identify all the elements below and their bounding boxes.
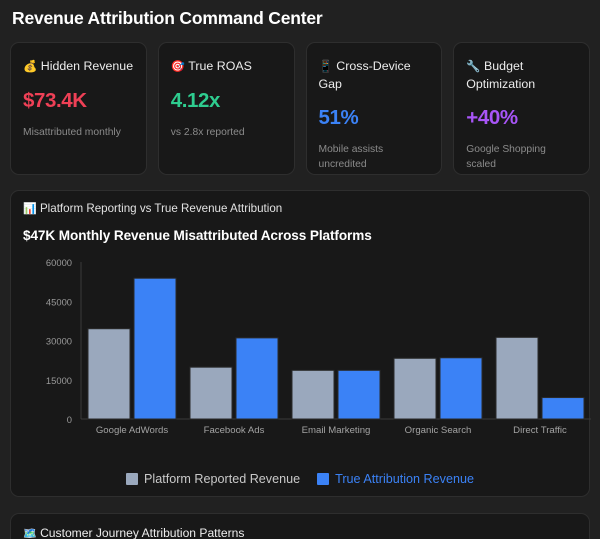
kpi-subtext: Mobile assists uncredited bbox=[318, 143, 384, 170]
kpi-card-row: 💰 Hidden Revenue $73.4K Misattributed mo… bbox=[0, 29, 600, 175]
kpi-subtext: vs 2.8x reported bbox=[170, 126, 245, 138]
kpi-label-text: Hidden Revenue bbox=[40, 59, 134, 73]
kpi-label-text: Budget Optimization bbox=[466, 59, 536, 91]
kpi-card-true-roas[interactable]: 🎯 True ROAS 4.12x vs 2.8x reported bbox=[157, 42, 295, 175]
chart-legend: Platform Reported Revenue True Attributi… bbox=[23, 472, 577, 486]
chart-panel-eyebrow: 📊 Platform Reporting vs True Revenue Att… bbox=[23, 202, 577, 215]
map-icon: 🗺️ bbox=[23, 528, 37, 539]
x-axis-category-label: Organic Search bbox=[405, 425, 472, 436]
chart-panel-heading: $47K Monthly Revenue Misattributed Acros… bbox=[23, 228, 372, 243]
wrench-icon: 🔧 bbox=[466, 61, 481, 73]
chart-panel: 📊 Platform Reporting vs True Revenue Att… bbox=[10, 190, 591, 497]
journey-panel-eyebrow: 🗺️ Customer Journey Attribution Patterns bbox=[23, 526, 577, 539]
grouped-bar-chart: 0 15000 30000 45000 60000 Google AdWords Faceb… bbox=[46, 257, 591, 436]
legend-item-true-attribution[interactable]: True Attribution Revenue bbox=[317, 472, 474, 486]
bar[interactable] bbox=[495, 336, 539, 420]
kpi-label: 📱 Cross-Device Gap bbox=[319, 58, 430, 93]
kpi-label: 🎯 True ROAS bbox=[171, 58, 282, 76]
y-axis-tick-label: 0 bbox=[67, 414, 72, 425]
bar[interactable] bbox=[291, 369, 335, 420]
dart-target-icon: 🎯 bbox=[170, 61, 186, 73]
x-axis-category-label: Direct Traffic bbox=[513, 425, 567, 436]
legend-label: True Attribution Revenue bbox=[335, 472, 474, 486]
x-axis-category-label: Facebook Ads bbox=[204, 425, 265, 436]
kpi-card-budget-optimization[interactable]: 🔧 Budget Optimization +40% Google Shoppi… bbox=[453, 42, 590, 175]
bar[interactable] bbox=[337, 369, 381, 420]
x-axis-category-label: Google AdWords bbox=[96, 425, 169, 436]
y-axis-tick-label: 30000 bbox=[46, 336, 72, 347]
page-title: Revenue Attribution Command Center bbox=[12, 8, 323, 28]
kpi-label: 🔧 Budget Optimization bbox=[466, 58, 577, 93]
kpi-label-text: True ROAS bbox=[188, 59, 252, 73]
y-axis-tick-label: 60000 bbox=[46, 257, 72, 268]
kpi-card-cross-device-gap[interactable]: 📱 Cross-Device Gap 51% Mobile assists un… bbox=[305, 42, 443, 175]
kpi-subtext: Google Shopping scaled bbox=[466, 143, 546, 170]
kpi-subtext: Misattributed monthly bbox=[23, 126, 121, 138]
journey-panel-eyebrow-text: Customer Journey Attribution Patterns bbox=[40, 526, 245, 539]
bar[interactable] bbox=[133, 277, 177, 420]
legend-swatch bbox=[126, 473, 139, 485]
bar[interactable] bbox=[439, 357, 483, 420]
kpi-value: $73.4K bbox=[23, 88, 87, 112]
bar[interactable] bbox=[393, 357, 437, 420]
legend-label: Platform Reported Revenue bbox=[144, 472, 301, 486]
bar[interactable] bbox=[87, 328, 131, 420]
kpi-label-text: Cross-Device Gap bbox=[318, 59, 411, 91]
bar[interactable] bbox=[541, 397, 585, 420]
kpi-label: 💰 Hidden Revenue bbox=[23, 58, 134, 76]
chart-plot-area: 0 15000 30000 45000 60000 Google AdWords Faceb… bbox=[23, 252, 591, 470]
kpi-value: 51% bbox=[318, 105, 359, 129]
money-bag-icon: 💰 bbox=[23, 61, 38, 73]
bar-chart-icon: 📊 bbox=[23, 203, 37, 215]
bar[interactable] bbox=[235, 337, 279, 420]
bar[interactable] bbox=[189, 366, 233, 420]
x-axis-category-label: Email Marketing bbox=[302, 425, 371, 436]
legend-item-platform-reported[interactable]: Platform Reported Revenue bbox=[126, 472, 300, 486]
y-axis-tick-label: 15000 bbox=[46, 375, 72, 386]
y-axis-tick-label: 45000 bbox=[46, 296, 72, 307]
mobile-phone-icon: 📱 bbox=[318, 61, 333, 73]
journey-panel: 🗺️ Customer Journey Attribution Patterns bbox=[10, 513, 590, 539]
chart-panel-eyebrow-text: Platform Reporting vs True Revenue Attri… bbox=[39, 202, 283, 215]
kpi-card-hidden-revenue[interactable]: 💰 Hidden Revenue $73.4K Misattributed mo… bbox=[10, 42, 147, 175]
legend-swatch bbox=[317, 473, 330, 485]
kpi-value: +40% bbox=[466, 105, 518, 129]
kpi-value: 4.12x bbox=[170, 88, 221, 112]
